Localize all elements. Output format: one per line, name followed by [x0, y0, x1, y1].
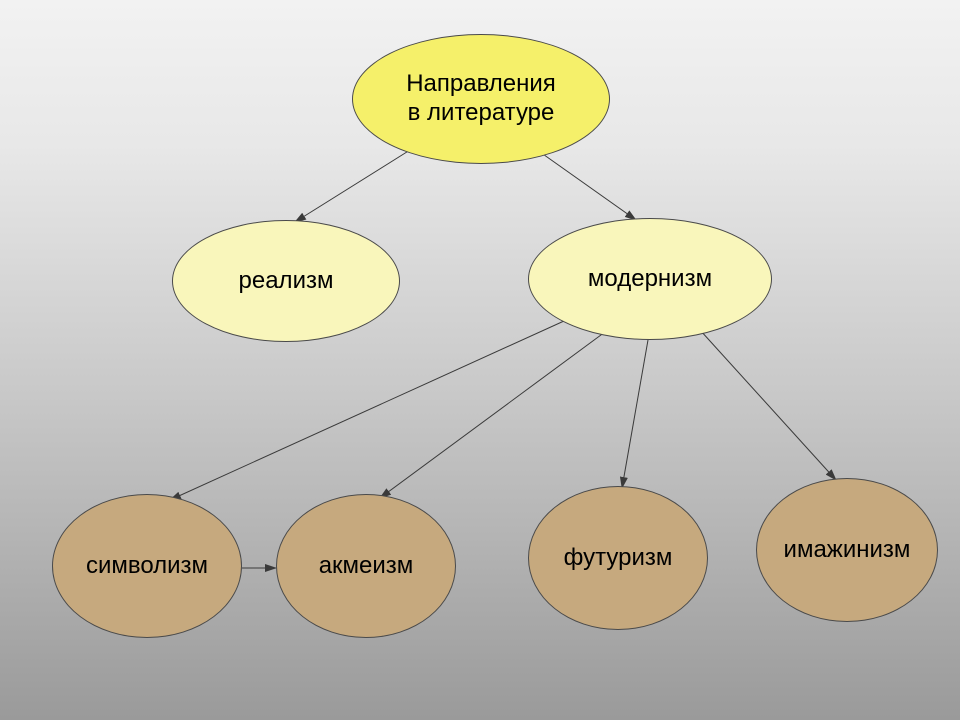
node-symbolism-label: символизм	[86, 552, 208, 581]
node-root: Направленияв литературе	[352, 34, 610, 164]
edge-root-modernism	[540, 152, 636, 220]
node-acmeism: акмеизм	[276, 494, 456, 638]
edge-modernism-acmeism	[380, 332, 605, 498]
node-modernism: модернизм	[528, 218, 772, 340]
node-root-label: Направленияв литературе	[406, 70, 556, 128]
edge-modernism-symbolism	[170, 316, 575, 500]
node-realism-label: реализм	[239, 267, 334, 296]
node-futurism-label: футуризм	[564, 544, 673, 573]
node-futurism: футуризм	[528, 486, 708, 630]
node-modernism-label: модернизм	[588, 265, 712, 294]
node-imaginism: имажинизм	[756, 478, 938, 622]
node-symbolism: символизм	[52, 494, 242, 638]
edge-root-realism	[295, 150, 410, 222]
node-imaginism-label: имажинизм	[784, 536, 911, 565]
edge-modernism-futurism	[622, 340, 648, 488]
node-realism: реализм	[172, 220, 400, 342]
node-acmeism-label: акмеизм	[319, 552, 414, 581]
edge-modernism-imaginism	[700, 330, 836, 480]
